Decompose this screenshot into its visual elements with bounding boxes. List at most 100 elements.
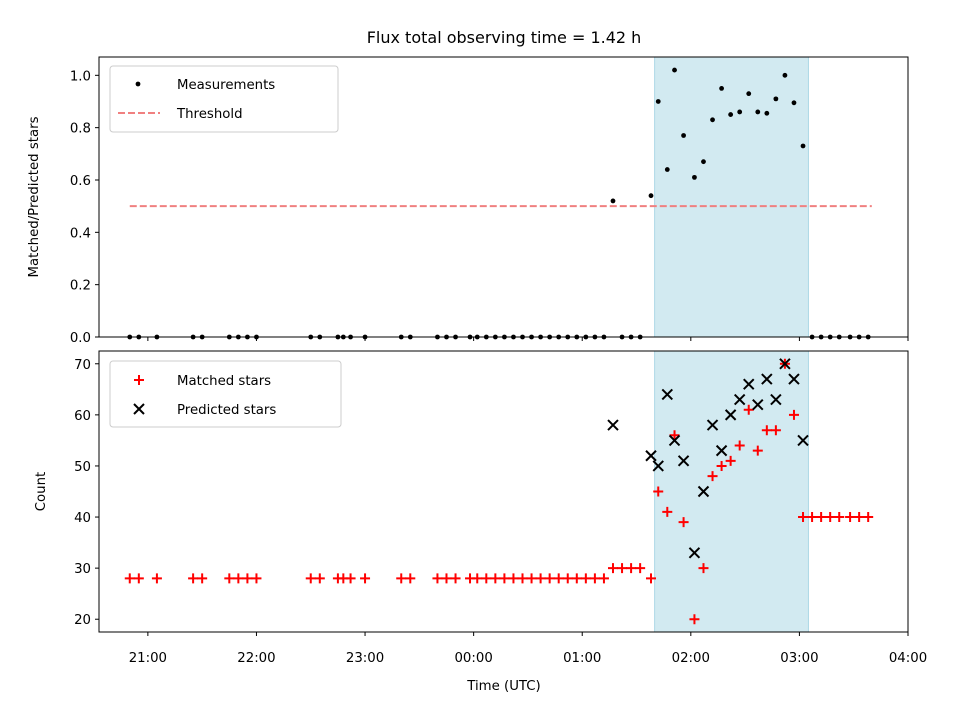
x-tick-label: 04:00: [889, 651, 927, 666]
matched-star-point: [314, 573, 325, 584]
matched-star-point: [788, 409, 799, 420]
matched-star-point: [490, 573, 501, 584]
measurement-point: [737, 109, 743, 115]
matched-star-point: [669, 430, 680, 441]
matched-star-point: [617, 563, 628, 574]
matched-star-point: [798, 512, 809, 523]
top-panel: 0.0 0.2 0.4 0.6 0.8 1.0 Matched/Predicted sta…: [27, 56, 909, 346]
matched-star-point: [544, 573, 555, 584]
matched-star-point: [197, 573, 208, 584]
top-y-axis: 0.0 0.2 0.4 0.6 0.8 1.0: [70, 69, 99, 346]
measurement-point: [773, 96, 779, 102]
legend-threshold-label: Threshold: [176, 107, 243, 122]
measurement-point: [728, 112, 734, 117]
matched-star-point: [472, 573, 483, 584]
matched-star-point: [635, 563, 646, 574]
matched-stars-series: [124, 358, 874, 625]
matched-star-point: [807, 512, 818, 523]
bottom-y-tick-label: 20: [74, 613, 91, 628]
legend-measurements-label: Measurements: [177, 78, 275, 93]
matched-star-point: [305, 573, 316, 584]
observing-window-shade: [654, 56, 809, 338]
predicted-star-point: [761, 373, 773, 385]
top-y-axis-label: Matched/Predicted stars: [27, 116, 42, 277]
top-y-tick-label: 0.0: [70, 331, 91, 346]
measurement-point: [800, 143, 806, 149]
matched-star-point: [678, 517, 689, 528]
measurement-point: [719, 86, 724, 91]
matched-star-point: [188, 573, 199, 584]
x-tick-label: 02:00: [672, 651, 710, 666]
matched-star-point: [432, 573, 443, 584]
matched-star-point: [589, 573, 600, 584]
matched-star-point: [345, 573, 356, 584]
predicted-star-point: [724, 409, 737, 421]
matched-star-point: [698, 563, 709, 574]
measurement-point: [755, 109, 761, 115]
observing-window-shade: [654, 350, 809, 633]
bottom-axes-frame: [98, 350, 909, 633]
matched-star-point: [716, 460, 727, 471]
bottom-legend: Matched stars Predicted stars: [109, 360, 342, 428]
measurement-point: [681, 133, 686, 138]
matched-star-point: [845, 512, 856, 523]
measurement-point: [746, 91, 752, 97]
matched-star-point: [124, 573, 135, 584]
matched-star-point: [562, 573, 573, 584]
predicted-star-point: [752, 398, 764, 411]
predicted-star-point: [697, 485, 710, 498]
matched-star-point: [441, 573, 452, 584]
predicted-star-point: [797, 434, 809, 447]
matched-star-point: [535, 573, 546, 584]
matched-star-point: [405, 573, 416, 584]
top-y-tick-label: 0.2: [70, 279, 91, 294]
predicted-star-point: [661, 388, 673, 401]
matched-star-point: [580, 573, 591, 584]
top-x-ticks: [147, 337, 909, 341]
matched-star-point: [251, 573, 262, 584]
matched-star-point: [834, 512, 845, 523]
matched-star-point: [517, 573, 528, 584]
bottom-panel: 20 30 40 50 60 70 21:00 22:00 23:00 00:00 01:00 02…: [34, 350, 927, 694]
measurement-point: [782, 72, 788, 78]
measurement-point: [701, 159, 706, 165]
legend-matched-label: Matched stars: [177, 374, 271, 389]
bottom-y-axis-label: Count: [34, 472, 49, 512]
matched-star-point: [662, 506, 673, 517]
matched-star-point: [646, 573, 657, 584]
matched-star-point: [770, 425, 781, 436]
matched-star-point: [481, 573, 492, 584]
top-axes-frame: [98, 56, 909, 338]
matched-star-point: [553, 573, 564, 584]
matched-star-point: [752, 445, 763, 456]
matched-star-point: [653, 486, 664, 497]
x-tick-label: 01:00: [563, 651, 601, 666]
bottom-y-axis: 20 30 40 50 60 70: [74, 358, 99, 628]
measurement-point: [710, 117, 715, 123]
x-tick-label: 23:00: [346, 651, 384, 666]
x-tick-label: 22:00: [237, 651, 275, 666]
matched-star-point: [526, 573, 537, 584]
matched-star-point: [233, 573, 244, 584]
measurement-point: [610, 198, 616, 204]
measurement-point: [672, 67, 677, 73]
bottom-y-tick-label: 60: [74, 409, 91, 424]
bottom-y-tick-label: 70: [74, 358, 91, 373]
matched-star-point: [499, 573, 510, 584]
predicted-stars-series: [607, 358, 809, 559]
matched-star-point: [396, 573, 407, 584]
legend-box: [109, 360, 342, 428]
top-y-tick-label: 0.6: [70, 174, 91, 189]
legend-predicted-label: Predicted stars: [177, 403, 276, 418]
x-axis: 21:00 22:00 23:00 00:00 01:00 02:00 03:00 04:00: [129, 632, 927, 666]
x-tick-label: 21:00: [129, 651, 167, 666]
x-tick-label: 03:00: [780, 651, 818, 666]
predicted-star-point: [688, 547, 701, 559]
x-tick-label: 00:00: [454, 651, 492, 666]
top-legend: Measurements Threshold: [109, 65, 339, 133]
bottom-y-tick-label: 40: [74, 511, 91, 526]
matched-star-point: [598, 573, 609, 584]
predicted-star-point: [770, 393, 782, 406]
matched-star-point: [707, 471, 718, 482]
